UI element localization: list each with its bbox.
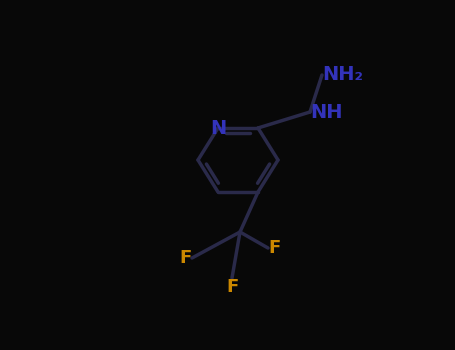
Text: F: F [268, 239, 280, 257]
Text: N: N [210, 119, 226, 138]
Text: F: F [180, 249, 192, 267]
Text: NH: NH [310, 103, 343, 121]
Text: F: F [226, 278, 238, 296]
Text: NH₂: NH₂ [322, 65, 363, 84]
